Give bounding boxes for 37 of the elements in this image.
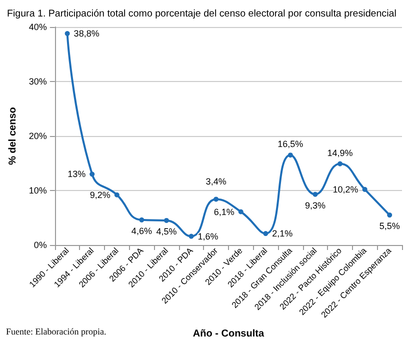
point — [64, 31, 70, 36]
point — [387, 212, 392, 218]
chart-title: Figura 1. Participación total como porcentaje del censo electoral por consulta presidencial — [7, 8, 396, 20]
source-note: Fuente: Elaboración propia. — [6, 326, 106, 336]
annotation: 3,4% — [206, 176, 226, 187]
point — [238, 209, 244, 214]
point — [164, 218, 169, 223]
point — [338, 161, 343, 166]
data-label: 9,3% — [304, 200, 326, 210]
data-label: 4,6% — [131, 226, 152, 236]
y-tick-label: 0% — [34, 240, 47, 250]
data-label: 6,1% — [214, 206, 234, 217]
data-label: 9,2% — [90, 190, 110, 200]
point — [90, 172, 95, 177]
data-label: 2,1% — [272, 228, 293, 239]
data-label: 16,5% — [278, 139, 304, 150]
point — [139, 217, 144, 222]
y-tick-label: 10% — [28, 186, 47, 196]
data-label: 4,5% — [156, 226, 177, 236]
point — [288, 152, 293, 158]
point — [312, 192, 318, 197]
data-label: 10,2% — [332, 184, 358, 194]
y-tick-label: 20% — [28, 131, 47, 141]
point — [263, 231, 268, 236]
data-label: 13% — [68, 169, 86, 180]
y-axis-title: % del censo — [8, 107, 18, 165]
point — [214, 196, 219, 202]
y-tick-label: 30% — [28, 76, 47, 86]
x-axis-title: Año - Consulta — [192, 328, 264, 340]
point — [188, 234, 194, 239]
data-label: 38,8% — [74, 28, 100, 39]
data-label: 1,6% — [198, 231, 218, 242]
data-label: 14,9% — [327, 148, 353, 158]
point — [362, 186, 368, 192]
data-label: 5,5% — [379, 221, 400, 232]
y-tick-label: 40% — [28, 22, 47, 32]
point — [114, 192, 120, 198]
